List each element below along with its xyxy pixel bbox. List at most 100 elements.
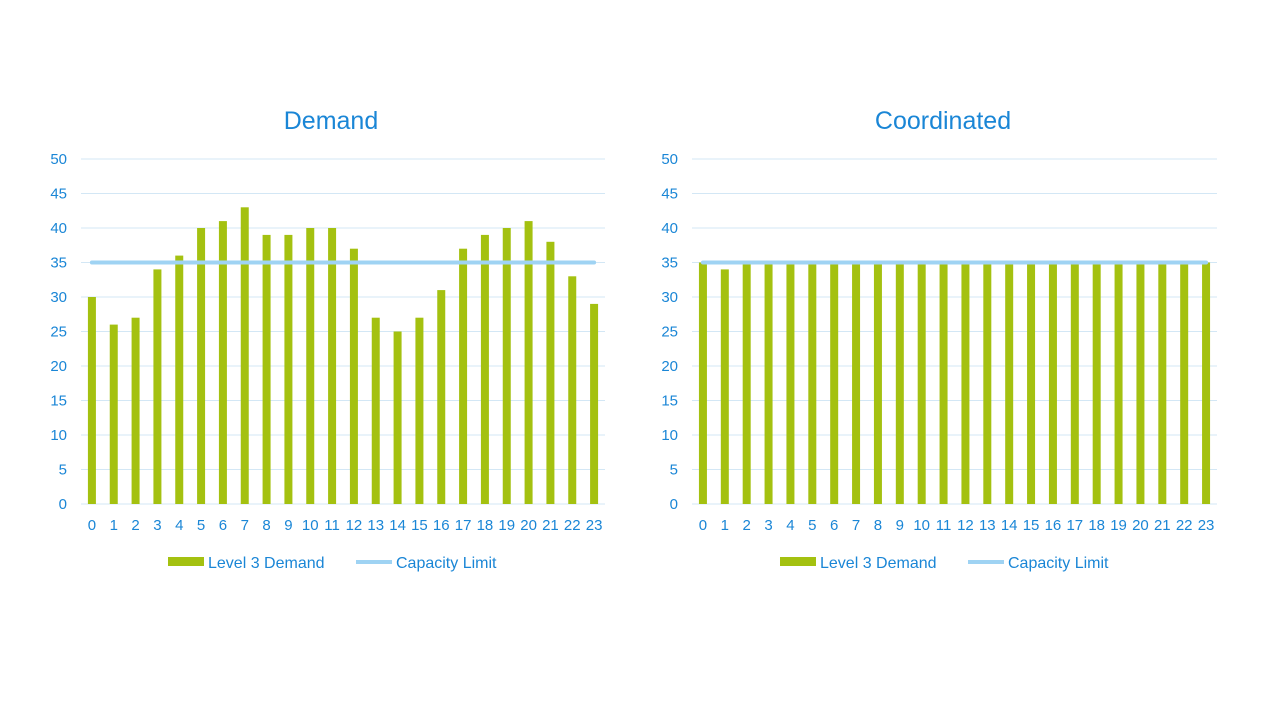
y-tick-label: 25 xyxy=(50,324,67,341)
x-tick-label: 10 xyxy=(913,517,930,534)
x-tick-label: 18 xyxy=(477,517,494,534)
legend-label: Capacity Limit xyxy=(1008,555,1109,572)
x-tick-label: 2 xyxy=(743,517,751,534)
bar-level-3-demand xyxy=(109,324,118,504)
bar-level-3-demand xyxy=(546,241,555,505)
x-tick-label: 16 xyxy=(1045,517,1062,534)
y-tick-label: 40 xyxy=(50,220,67,237)
x-tick-label: 8 xyxy=(874,517,882,534)
x-tick-label: 23 xyxy=(1198,517,1215,534)
x-tick-label: 13 xyxy=(979,517,996,534)
y-tick-label: 45 xyxy=(50,186,67,203)
x-tick-label: 14 xyxy=(389,517,406,534)
bar-level-3-demand xyxy=(153,269,162,504)
bar-level-3-demand xyxy=(983,262,992,504)
x-tick-label: 11 xyxy=(936,517,952,534)
bar-level-3-demand xyxy=(437,290,446,504)
bar-level-3-demand xyxy=(764,262,773,504)
x-tick-label: 20 xyxy=(1132,517,1149,534)
legend-label: Capacity Limit xyxy=(396,555,497,572)
bar-level-3-demand xyxy=(1092,262,1101,504)
y-tick-label: 50 xyxy=(661,151,678,168)
y-tick-label: 40 xyxy=(661,220,678,237)
bar-level-3-demand xyxy=(175,255,184,504)
x-tick-label: 9 xyxy=(284,517,292,534)
bar-level-3-demand xyxy=(480,234,489,504)
bar-level-3-demand xyxy=(197,228,206,504)
bar-level-3-demand xyxy=(698,262,707,504)
legend-label: Level 3 Demand xyxy=(820,555,937,572)
x-tick-label: 8 xyxy=(262,517,270,534)
x-tick-label: 7 xyxy=(852,517,860,534)
x-tick-label: 7 xyxy=(241,517,249,534)
bar-level-3-demand xyxy=(1114,262,1123,504)
bar-level-3-demand xyxy=(131,317,140,504)
bar-level-3-demand xyxy=(830,262,839,504)
bar-level-3-demand xyxy=(742,262,751,504)
x-tick-label: 19 xyxy=(498,517,515,534)
y-tick-label: 10 xyxy=(661,427,678,444)
x-tick-label: 4 xyxy=(786,517,794,534)
y-tick-label: 25 xyxy=(661,324,678,341)
x-tick-label: 12 xyxy=(346,517,363,534)
x-tick-label: 6 xyxy=(830,517,838,534)
bar-level-3-demand xyxy=(349,248,358,504)
x-tick-label: 0 xyxy=(88,517,96,534)
x-tick-label: 22 xyxy=(1176,517,1193,534)
x-tick-label: 1 xyxy=(110,517,118,534)
bar-level-3-demand xyxy=(786,262,795,504)
bar-level-3-demand xyxy=(262,234,271,504)
bar-level-3-demand xyxy=(459,248,468,504)
bar-level-3-demand xyxy=(1005,262,1014,504)
x-tick-label: 4 xyxy=(175,517,183,534)
y-tick-label: 15 xyxy=(50,393,67,410)
x-tick-label: 0 xyxy=(699,517,707,534)
y-tick-label: 35 xyxy=(50,255,67,272)
bar-level-3-demand xyxy=(939,262,948,504)
y-tick-label: 50 xyxy=(50,151,67,168)
legend: Level 3 Demand Capacity Limit xyxy=(168,555,497,572)
y-tick-label: 5 xyxy=(670,462,678,479)
bar-level-3-demand xyxy=(218,221,227,504)
x-tick-label: 15 xyxy=(1023,517,1040,534)
y-tick-label: 20 xyxy=(661,358,678,375)
bar-level-3-demand xyxy=(873,262,882,504)
x-tick-label: 22 xyxy=(564,517,581,534)
bar-level-3-demand xyxy=(393,331,402,504)
bar-level-3-demand xyxy=(590,303,599,504)
bar-level-3-demand xyxy=(328,228,337,504)
bar-level-3-demand xyxy=(961,262,970,504)
x-tick-label: 21 xyxy=(1154,517,1171,534)
y-tick-label: 10 xyxy=(50,427,67,444)
x-tick-label: 5 xyxy=(808,517,816,534)
x-tick-label: 9 xyxy=(896,517,904,534)
y-tick-label: 0 xyxy=(59,496,67,513)
x-tick-label: 18 xyxy=(1088,517,1105,534)
y-tick-label: 0 xyxy=(670,496,678,513)
bar-level-3-demand xyxy=(524,221,533,504)
bar-level-3-demand xyxy=(306,228,315,504)
bar-level-3-demand xyxy=(720,269,729,504)
bar-level-3-demand xyxy=(1158,262,1167,504)
bar-level-3-demand xyxy=(371,317,380,504)
y-tick-label: 45 xyxy=(661,186,678,203)
x-tick-label: 19 xyxy=(1110,517,1127,534)
bar-level-3-demand xyxy=(1180,262,1189,504)
y-tick-label: 20 xyxy=(50,358,67,375)
x-tick-label: 11 xyxy=(324,517,340,534)
x-tick-label: 21 xyxy=(542,517,559,534)
x-tick-label: 3 xyxy=(153,517,161,534)
x-tick-label: 13 xyxy=(367,517,384,534)
x-tick-label: 16 xyxy=(433,517,450,534)
legend-swatch-bar xyxy=(780,557,816,566)
bar-level-3-demand xyxy=(1202,262,1211,504)
x-tick-label: 14 xyxy=(1001,517,1018,534)
x-tick-label: 17 xyxy=(1066,517,1083,534)
x-tick-label: 10 xyxy=(302,517,319,534)
x-tick-label: 12 xyxy=(957,517,974,534)
bar-level-3-demand xyxy=(917,262,926,504)
x-tick-label: 6 xyxy=(219,517,227,534)
bar-level-3-demand xyxy=(240,207,249,505)
